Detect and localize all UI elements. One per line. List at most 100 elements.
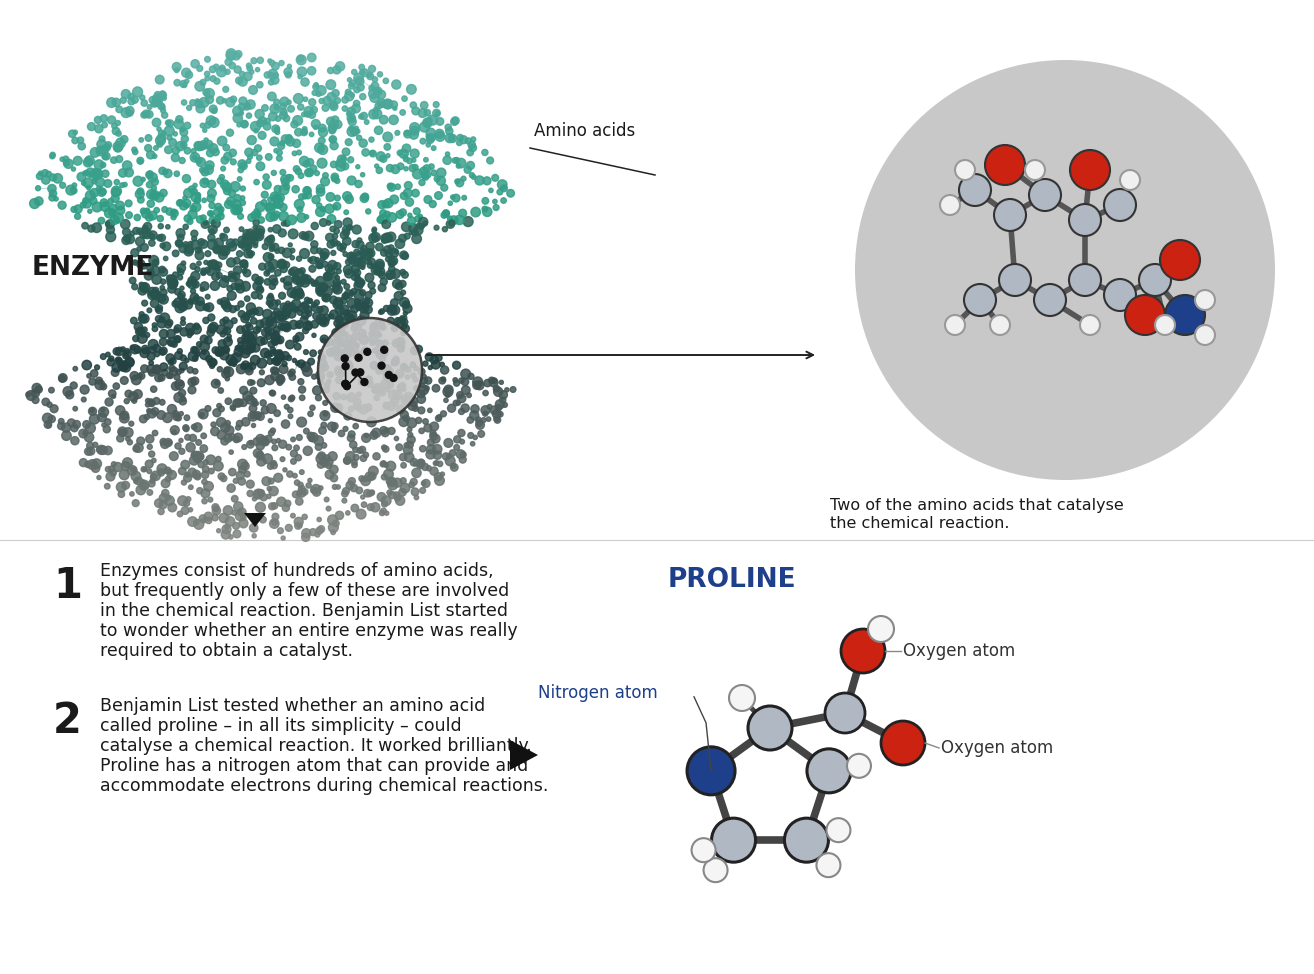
Circle shape [279, 247, 285, 253]
Circle shape [156, 141, 163, 147]
Circle shape [205, 294, 210, 299]
Circle shape [250, 310, 254, 314]
Circle shape [258, 379, 265, 387]
Circle shape [250, 413, 255, 419]
Circle shape [317, 185, 325, 193]
Circle shape [304, 161, 310, 168]
Circle shape [335, 276, 339, 281]
Circle shape [482, 391, 489, 395]
Circle shape [378, 272, 385, 279]
Circle shape [121, 97, 126, 103]
Circle shape [384, 99, 393, 109]
Circle shape [35, 186, 41, 191]
Circle shape [159, 494, 168, 503]
Circle shape [226, 337, 231, 342]
Circle shape [204, 140, 213, 149]
Circle shape [192, 452, 196, 457]
Circle shape [440, 362, 444, 367]
Circle shape [352, 69, 357, 75]
Circle shape [256, 320, 264, 328]
Circle shape [365, 243, 374, 250]
Circle shape [176, 415, 181, 421]
Circle shape [305, 169, 313, 176]
Circle shape [223, 506, 233, 515]
Circle shape [185, 71, 193, 79]
Circle shape [319, 317, 328, 326]
Circle shape [443, 227, 448, 232]
Circle shape [327, 67, 334, 74]
Circle shape [356, 84, 364, 91]
Circle shape [209, 118, 219, 128]
Circle shape [381, 347, 388, 354]
Circle shape [192, 470, 201, 478]
Circle shape [193, 295, 200, 301]
Circle shape [347, 252, 355, 260]
Circle shape [414, 386, 418, 390]
Circle shape [252, 309, 259, 315]
Circle shape [364, 120, 369, 125]
Circle shape [167, 120, 173, 127]
Circle shape [405, 375, 410, 379]
Circle shape [348, 340, 356, 348]
Circle shape [419, 385, 428, 394]
Circle shape [269, 391, 275, 395]
Circle shape [240, 163, 247, 169]
Circle shape [285, 340, 294, 349]
Circle shape [371, 94, 380, 102]
Circle shape [214, 78, 219, 84]
Circle shape [217, 212, 225, 220]
Circle shape [368, 472, 376, 480]
Circle shape [102, 154, 108, 160]
Circle shape [105, 208, 114, 218]
Circle shape [346, 138, 352, 145]
Circle shape [360, 253, 367, 258]
Circle shape [369, 150, 376, 157]
Circle shape [172, 250, 179, 257]
Circle shape [281, 321, 290, 331]
Circle shape [369, 491, 374, 495]
Circle shape [449, 216, 459, 224]
Circle shape [151, 186, 156, 191]
Circle shape [229, 359, 234, 365]
Circle shape [338, 369, 346, 377]
Circle shape [142, 346, 148, 353]
Circle shape [281, 134, 289, 143]
Circle shape [288, 371, 293, 377]
Circle shape [223, 434, 233, 442]
Circle shape [258, 490, 264, 497]
Circle shape [340, 394, 346, 399]
Circle shape [276, 353, 285, 361]
Circle shape [162, 112, 168, 118]
Circle shape [155, 135, 166, 145]
Circle shape [60, 157, 64, 162]
Circle shape [390, 195, 398, 204]
Circle shape [367, 381, 373, 388]
Circle shape [254, 208, 259, 213]
Circle shape [213, 462, 223, 470]
Circle shape [196, 99, 200, 103]
Circle shape [277, 323, 285, 330]
Circle shape [419, 167, 428, 175]
Circle shape [125, 200, 131, 206]
Circle shape [286, 100, 292, 104]
Circle shape [393, 391, 402, 399]
Circle shape [301, 112, 306, 117]
Circle shape [246, 303, 255, 312]
Circle shape [265, 204, 275, 213]
Circle shape [122, 182, 127, 187]
Circle shape [297, 56, 304, 62]
Circle shape [83, 171, 87, 175]
Circle shape [283, 261, 289, 268]
Circle shape [372, 77, 377, 82]
Circle shape [350, 484, 357, 492]
Circle shape [68, 131, 76, 137]
Circle shape [374, 319, 384, 329]
Circle shape [116, 358, 122, 364]
Circle shape [205, 267, 210, 273]
Circle shape [179, 381, 184, 386]
Circle shape [155, 499, 163, 507]
Circle shape [84, 170, 89, 175]
Circle shape [215, 262, 222, 268]
Circle shape [167, 275, 172, 281]
Circle shape [70, 382, 78, 389]
